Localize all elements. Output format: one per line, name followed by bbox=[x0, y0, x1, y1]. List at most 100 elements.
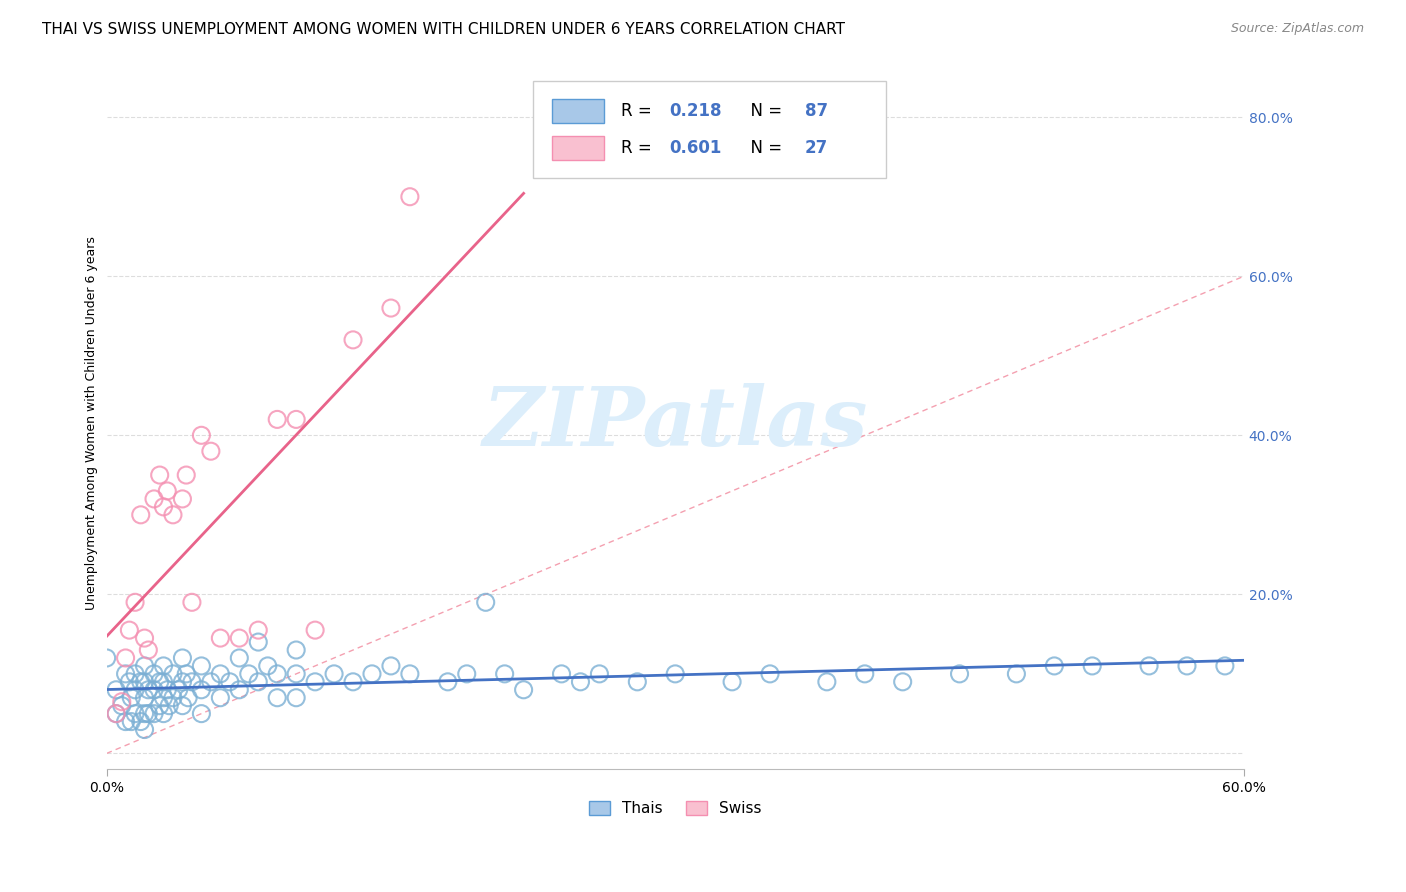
Point bbox=[157, 698, 180, 713]
Point bbox=[399, 666, 422, 681]
Point bbox=[167, 682, 190, 697]
Point bbox=[120, 714, 142, 729]
Text: N =: N = bbox=[740, 139, 787, 157]
Point bbox=[152, 706, 174, 721]
Point bbox=[190, 659, 212, 673]
Legend: Thais, Swiss: Thais, Swiss bbox=[581, 793, 769, 824]
Point bbox=[380, 659, 402, 673]
Point bbox=[152, 674, 174, 689]
Text: 0.601: 0.601 bbox=[669, 139, 721, 157]
Point bbox=[550, 666, 572, 681]
Point bbox=[948, 666, 970, 681]
Point bbox=[1137, 659, 1160, 673]
Point bbox=[361, 666, 384, 681]
Point bbox=[436, 674, 458, 689]
Point bbox=[118, 674, 141, 689]
Text: THAI VS SWISS UNEMPLOYMENT AMONG WOMEN WITH CHILDREN UNDER 6 YEARS CORRELATION C: THAI VS SWISS UNEMPLOYMENT AMONG WOMEN W… bbox=[42, 22, 845, 37]
Point bbox=[124, 682, 146, 697]
Point bbox=[247, 674, 270, 689]
Point bbox=[129, 674, 152, 689]
Point bbox=[664, 666, 686, 681]
Point bbox=[134, 631, 156, 645]
Point bbox=[266, 666, 288, 681]
Point bbox=[162, 666, 184, 681]
Text: R =: R = bbox=[620, 139, 657, 157]
Point bbox=[152, 659, 174, 673]
Point bbox=[304, 623, 326, 637]
FancyBboxPatch shape bbox=[533, 81, 886, 178]
Text: 27: 27 bbox=[804, 139, 828, 157]
Point bbox=[285, 643, 308, 657]
Point bbox=[209, 690, 232, 705]
Point bbox=[162, 690, 184, 705]
Point bbox=[136, 682, 159, 697]
Point bbox=[380, 301, 402, 315]
Point bbox=[266, 690, 288, 705]
Point bbox=[285, 666, 308, 681]
Point bbox=[156, 483, 179, 498]
Point bbox=[209, 631, 232, 645]
Point bbox=[200, 444, 222, 458]
Point bbox=[891, 674, 914, 689]
Point bbox=[494, 666, 516, 681]
Point bbox=[209, 666, 232, 681]
Point bbox=[96, 651, 118, 665]
Point bbox=[588, 666, 610, 681]
Point bbox=[512, 682, 534, 697]
Point bbox=[136, 643, 159, 657]
Point bbox=[1213, 659, 1236, 673]
Point bbox=[174, 468, 197, 483]
Point bbox=[143, 682, 166, 697]
Point bbox=[285, 690, 308, 705]
Text: R =: R = bbox=[620, 102, 657, 120]
Point bbox=[124, 666, 146, 681]
Point bbox=[120, 690, 142, 705]
Text: ZIPatlas: ZIPatlas bbox=[482, 384, 868, 463]
Point bbox=[228, 631, 250, 645]
Point bbox=[200, 674, 222, 689]
Point bbox=[759, 666, 782, 681]
Point bbox=[285, 412, 308, 426]
Point bbox=[228, 651, 250, 665]
Point bbox=[266, 412, 288, 426]
Point bbox=[1175, 659, 1198, 673]
Point bbox=[238, 666, 260, 681]
Text: 87: 87 bbox=[804, 102, 828, 120]
Point bbox=[190, 428, 212, 442]
Text: N =: N = bbox=[740, 102, 787, 120]
Point bbox=[124, 595, 146, 609]
Point bbox=[152, 690, 174, 705]
Point bbox=[174, 666, 197, 681]
Point bbox=[1005, 666, 1028, 681]
Point bbox=[247, 623, 270, 637]
Point bbox=[143, 706, 166, 721]
Point bbox=[129, 714, 152, 729]
Point bbox=[105, 682, 128, 697]
Point bbox=[152, 500, 174, 514]
Point bbox=[156, 682, 179, 697]
Point bbox=[134, 690, 156, 705]
Point bbox=[105, 706, 128, 721]
Point bbox=[626, 674, 648, 689]
Point bbox=[114, 714, 136, 729]
Point bbox=[172, 491, 194, 506]
Point bbox=[111, 695, 134, 709]
Point bbox=[218, 674, 240, 689]
Point bbox=[124, 706, 146, 721]
Point bbox=[105, 706, 128, 721]
Point bbox=[177, 690, 200, 705]
Point bbox=[256, 659, 278, 673]
Text: 0.218: 0.218 bbox=[669, 102, 723, 120]
Point bbox=[247, 635, 270, 649]
FancyBboxPatch shape bbox=[553, 136, 603, 161]
Point bbox=[134, 659, 156, 673]
Point bbox=[134, 706, 156, 721]
Point bbox=[149, 674, 172, 689]
Point bbox=[304, 674, 326, 689]
Point bbox=[181, 595, 204, 609]
Point bbox=[118, 623, 141, 637]
Point bbox=[190, 706, 212, 721]
Point bbox=[136, 706, 159, 721]
Point bbox=[134, 674, 156, 689]
Point bbox=[149, 468, 172, 483]
